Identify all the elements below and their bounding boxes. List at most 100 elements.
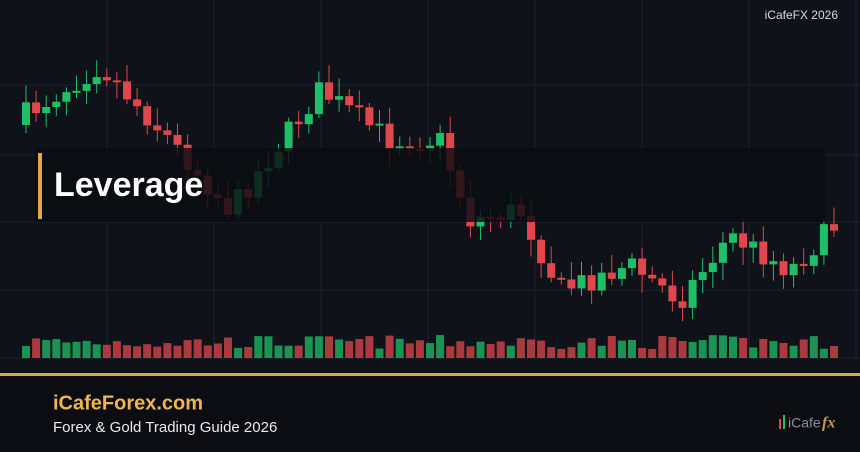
volume-bar [213, 343, 222, 358]
volume-bar [436, 335, 445, 358]
volume-bar [446, 346, 455, 358]
candle-body [355, 105, 364, 108]
logo-bar [779, 419, 781, 429]
volume-bar [648, 348, 657, 358]
volume-bar [375, 348, 384, 358]
footer [0, 376, 860, 452]
volume-bar [294, 345, 303, 358]
volume-bar [355, 339, 364, 358]
candle-body [729, 233, 737, 243]
volume-bar [809, 336, 818, 358]
volume-bar [426, 343, 434, 358]
candle-body [82, 84, 91, 91]
volume-bar [607, 336, 616, 358]
volume-bar [133, 346, 142, 358]
volume-bar [557, 348, 566, 358]
candle-body [385, 123, 394, 149]
volume-bar [698, 340, 707, 358]
candle-body [304, 114, 313, 125]
candle-body [335, 96, 344, 100]
volume-bar [496, 341, 505, 358]
volume-bar [102, 344, 111, 358]
candle-body [163, 130, 172, 135]
candle-body [577, 275, 586, 289]
candle-body [112, 80, 121, 83]
candle-body [688, 279, 697, 308]
candle-body [32, 102, 41, 114]
logo: iCafe fx [779, 415, 835, 432]
candle-body [617, 268, 626, 279]
divider [0, 373, 860, 376]
candle-body [405, 146, 414, 150]
volume-bar [82, 340, 91, 358]
candle-body [698, 272, 707, 280]
candle-body [830, 224, 838, 231]
candle-body [799, 263, 808, 266]
candle-body [102, 77, 111, 81]
volume-bar [456, 341, 465, 358]
volume-bar [718, 335, 727, 358]
candle-body [779, 261, 788, 276]
logo-text: iCafe [788, 415, 821, 431]
candle-body [365, 107, 374, 126]
volume-bar [325, 336, 333, 358]
volume-bar [466, 346, 475, 358]
volume-bar [769, 341, 778, 358]
candle-body [668, 285, 677, 302]
candle-body [587, 275, 596, 291]
candle-body [567, 279, 576, 289]
candle-body [52, 101, 61, 107]
volume-bar [617, 340, 626, 358]
footer-site: iCafeForex.com [53, 392, 203, 414]
volume-bar [72, 341, 81, 358]
volume-bar [395, 338, 404, 358]
footer-subtitle: Forex & Gold Trading Guide 2026 [53, 419, 277, 436]
volume-bar [203, 345, 212, 358]
candle-body [72, 90, 81, 93]
volume-bar [739, 337, 748, 358]
volume-bar [32, 338, 41, 358]
volume-bar [789, 345, 798, 358]
logo-bar [783, 415, 785, 429]
volume-bar [415, 340, 424, 358]
volume-bar [143, 344, 152, 358]
candle-body [628, 258, 636, 269]
candle-body [345, 96, 354, 106]
candle-body [62, 92, 71, 102]
volume-bar [193, 339, 202, 358]
volume-bar [345, 341, 354, 358]
volume-bar [314, 336, 323, 358]
volume-bar [163, 343, 172, 358]
volume-bar [264, 336, 273, 358]
candle-body [718, 242, 727, 263]
candle-body [22, 102, 30, 125]
volume-bar [173, 345, 182, 358]
volume-bar [92, 344, 101, 358]
volume-bar [567, 347, 576, 358]
volume-bar [42, 340, 51, 358]
candle-body [143, 106, 152, 126]
volume-bar [658, 336, 667, 358]
volume-bar [123, 345, 131, 358]
volume-bar [274, 345, 283, 358]
volume-bar [537, 340, 546, 358]
candle-body [284, 121, 293, 152]
volume-bar [527, 339, 535, 358]
volume-bar [183, 340, 192, 358]
volume-bar [365, 336, 374, 358]
volume-bar [678, 340, 687, 358]
volume-bar [729, 336, 737, 358]
volume-bar [638, 347, 647, 358]
candle-body [314, 82, 323, 115]
volume-bar [668, 337, 677, 358]
volume-bar [244, 346, 253, 358]
candle-body [678, 301, 687, 308]
candle-body [708, 262, 717, 273]
candle-body [537, 239, 546, 264]
volume-bar [476, 341, 485, 358]
candle-body [759, 241, 768, 265]
candle-body [547, 263, 556, 278]
candle-body [789, 263, 798, 276]
candle-body [294, 121, 303, 125]
volume-bar [830, 346, 838, 358]
